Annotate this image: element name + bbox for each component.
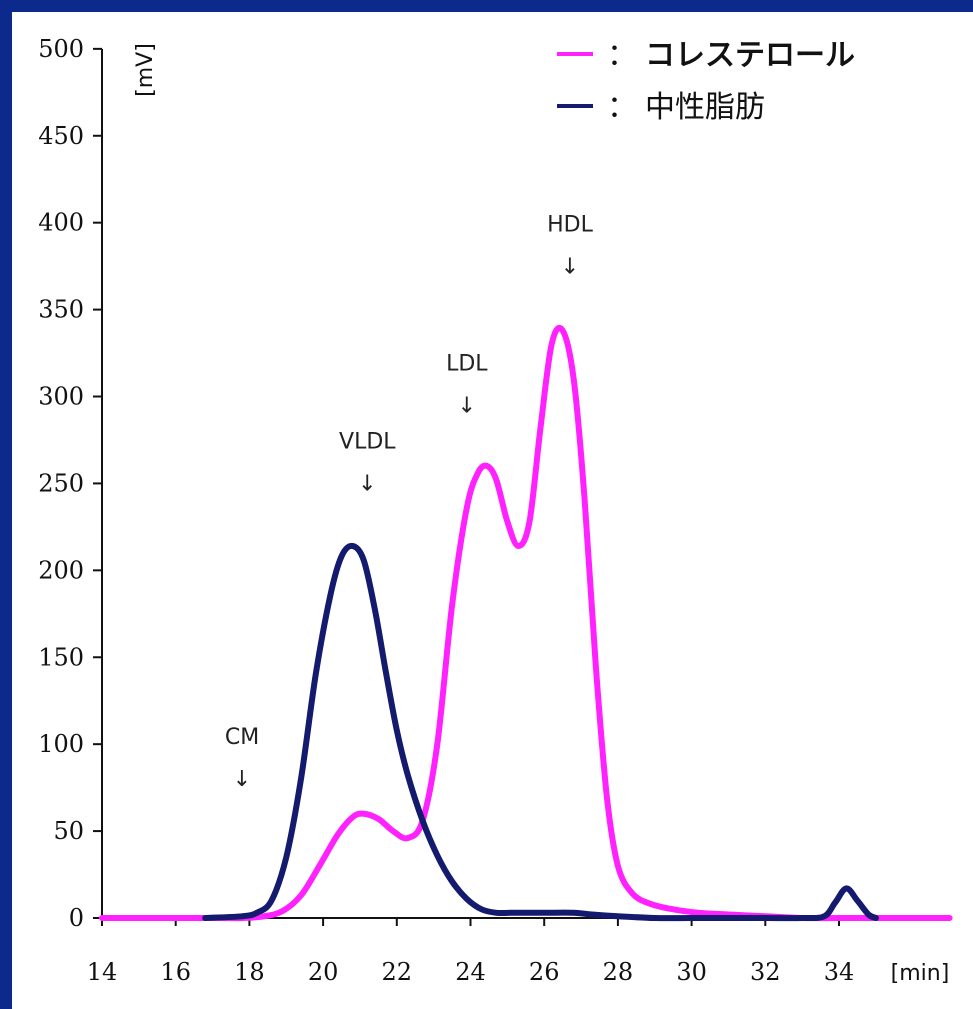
peak-label-vldl: VLDL bbox=[339, 430, 396, 455]
y-tick-label: 0 bbox=[69, 904, 84, 932]
series-line-cholesterol bbox=[99, 324, 953, 922]
down-arrow-icon: ↓ bbox=[561, 254, 579, 279]
x-axis-label: [min] bbox=[891, 961, 950, 986]
y-tick-label: 150 bbox=[38, 643, 84, 671]
y-tick-label: 50 bbox=[53, 817, 84, 845]
legend-separator: ： bbox=[607, 90, 637, 125]
y-tick-label: 100 bbox=[38, 730, 84, 758]
y-tick-label: 450 bbox=[38, 122, 84, 150]
y-tick-label: 300 bbox=[38, 383, 84, 411]
annotation-layer: CM ↓ VLDL ↓ LDL ↓ HDL ↓ bbox=[225, 212, 594, 792]
x-tick-label: 14 bbox=[87, 958, 118, 986]
y-tick-label: 350 bbox=[38, 296, 84, 324]
x-tick-label: 22 bbox=[382, 958, 413, 986]
peak-label-ldl: LDL bbox=[446, 351, 488, 376]
down-arrow-icon: ↓ bbox=[233, 767, 251, 792]
x-tick-label: 18 bbox=[234, 958, 265, 986]
x-tick-label: 24 bbox=[455, 958, 486, 986]
x-tick-label: 26 bbox=[529, 958, 560, 986]
x-tick-label: 32 bbox=[750, 958, 781, 986]
x-tick-label: 16 bbox=[160, 958, 191, 986]
legend: ：コレステロール： 中性脂肪 bbox=[557, 38, 855, 125]
chromatogram-chart: 0 50 100 150 200 250 300 350 400 450 500 14 16 18 20 22… bbox=[38, 35, 953, 986]
y-tick-label: 200 bbox=[38, 556, 84, 584]
legend-label: コレステロール bbox=[645, 38, 855, 73]
legend-label: 中性脂肪 bbox=[645, 90, 765, 125]
y-tick-label: 500 bbox=[38, 35, 84, 63]
series-line-triglyceride bbox=[202, 542, 879, 922]
y-tick-label: 400 bbox=[38, 209, 84, 237]
y-axis-label: [mV] bbox=[133, 43, 158, 97]
down-arrow-icon: ↓ bbox=[358, 472, 376, 497]
chart-frame: 0 50 100 150 200 250 300 350 400 450 500 14 16 18 20 22… bbox=[12, 12, 973, 1009]
x-tick-label: 34 bbox=[824, 958, 855, 986]
peak-label-hdl: HDL bbox=[547, 212, 593, 237]
down-arrow-icon: ↓ bbox=[458, 393, 476, 418]
axes: 0 50 100 150 200 250 300 350 400 450 500 14 16 18 20 22… bbox=[38, 35, 950, 986]
y-tick-label: 250 bbox=[38, 469, 84, 497]
legend-separator: ： bbox=[607, 38, 637, 73]
x-tick-label: 30 bbox=[676, 958, 707, 986]
x-tick-label: 28 bbox=[603, 958, 634, 986]
peak-label-cm: CM bbox=[225, 725, 259, 750]
x-tick-label: 20 bbox=[308, 958, 339, 986]
series-layer bbox=[99, 324, 953, 922]
